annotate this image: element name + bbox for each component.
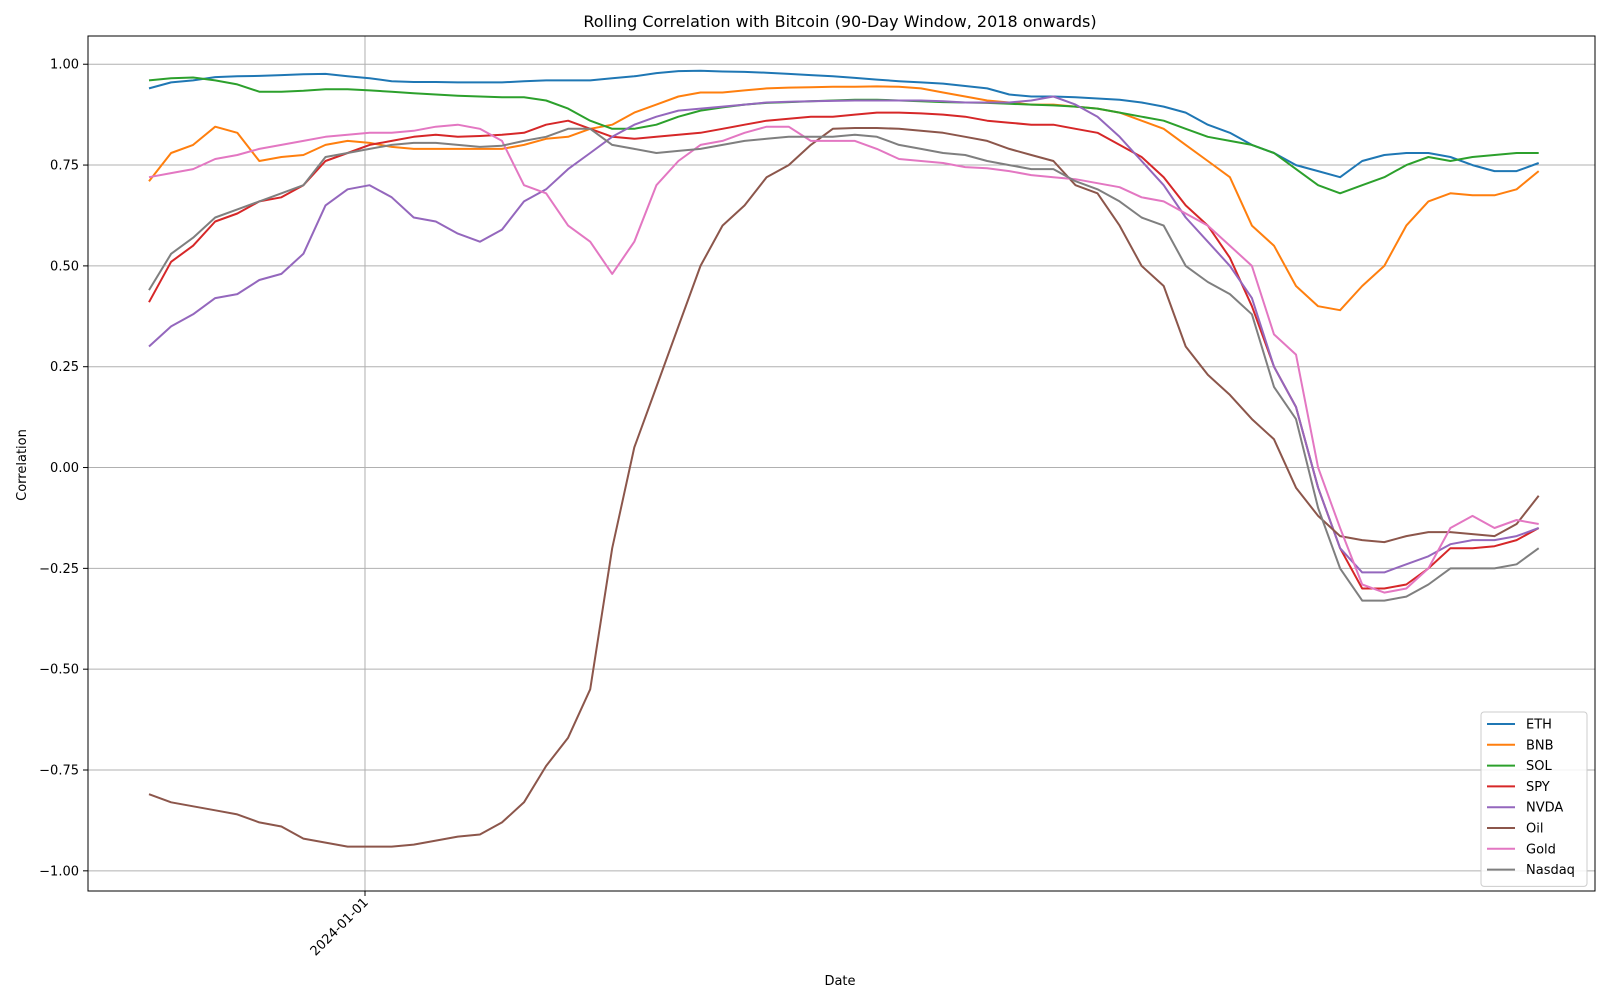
grid-layer <box>88 36 1595 891</box>
series-lines <box>148 69 1540 848</box>
plot-frame <box>87 35 1596 892</box>
legend-frame <box>1480 711 1588 887</box>
y-tick-label: −0.25 <box>39 562 79 577</box>
legend-label-bnb: BNB <box>1526 738 1554 753</box>
series-line-oil <box>148 127 1540 848</box>
legend-label-sol: SOL <box>1526 759 1552 774</box>
legend-label-gold: Gold <box>1526 842 1556 857</box>
legend-label-spy: SPY <box>1526 780 1550 795</box>
legend: ETH BNB SOL SPY NVDA Oil Gold Nasdaq <box>1480 711 1588 887</box>
legend-label-oil: Oil <box>1526 822 1543 837</box>
y-tick-label: 0.25 <box>50 360 79 375</box>
y-tick-label: −1.00 <box>39 864 79 879</box>
x-axis-label: Date <box>824 974 855 989</box>
legend-label-nasdaq: Nasdaq <box>1526 863 1575 878</box>
y-tick-label: −0.75 <box>39 764 79 779</box>
legend-label-nvda: NVDA <box>1526 801 1563 816</box>
y-axis-label: Correlation <box>15 429 30 501</box>
y-tick-label: −0.50 <box>39 663 79 678</box>
series-line-nasdaq <box>148 127 1540 602</box>
series-line-eth <box>148 69 1540 179</box>
y-tick-label: 0.00 <box>50 461 79 476</box>
y-tick-label: 0.50 <box>50 259 79 274</box>
y-axis: −1.00 −0.75 −0.50 −0.25 0.00 0.25 0.50 0.75 1.00 <box>39 58 88 879</box>
y-tick-label: 0.75 <box>50 159 79 174</box>
y-tick-label: 1.00 <box>50 58 79 73</box>
series-line-nvda <box>148 95 1540 574</box>
legend-label-eth: ETH <box>1526 718 1552 733</box>
series-line-bnb <box>148 85 1540 312</box>
chart-title: Rolling Correlation with Bitcoin (90-Day… <box>583 12 1096 31</box>
series-line-gold <box>148 123 1539 594</box>
